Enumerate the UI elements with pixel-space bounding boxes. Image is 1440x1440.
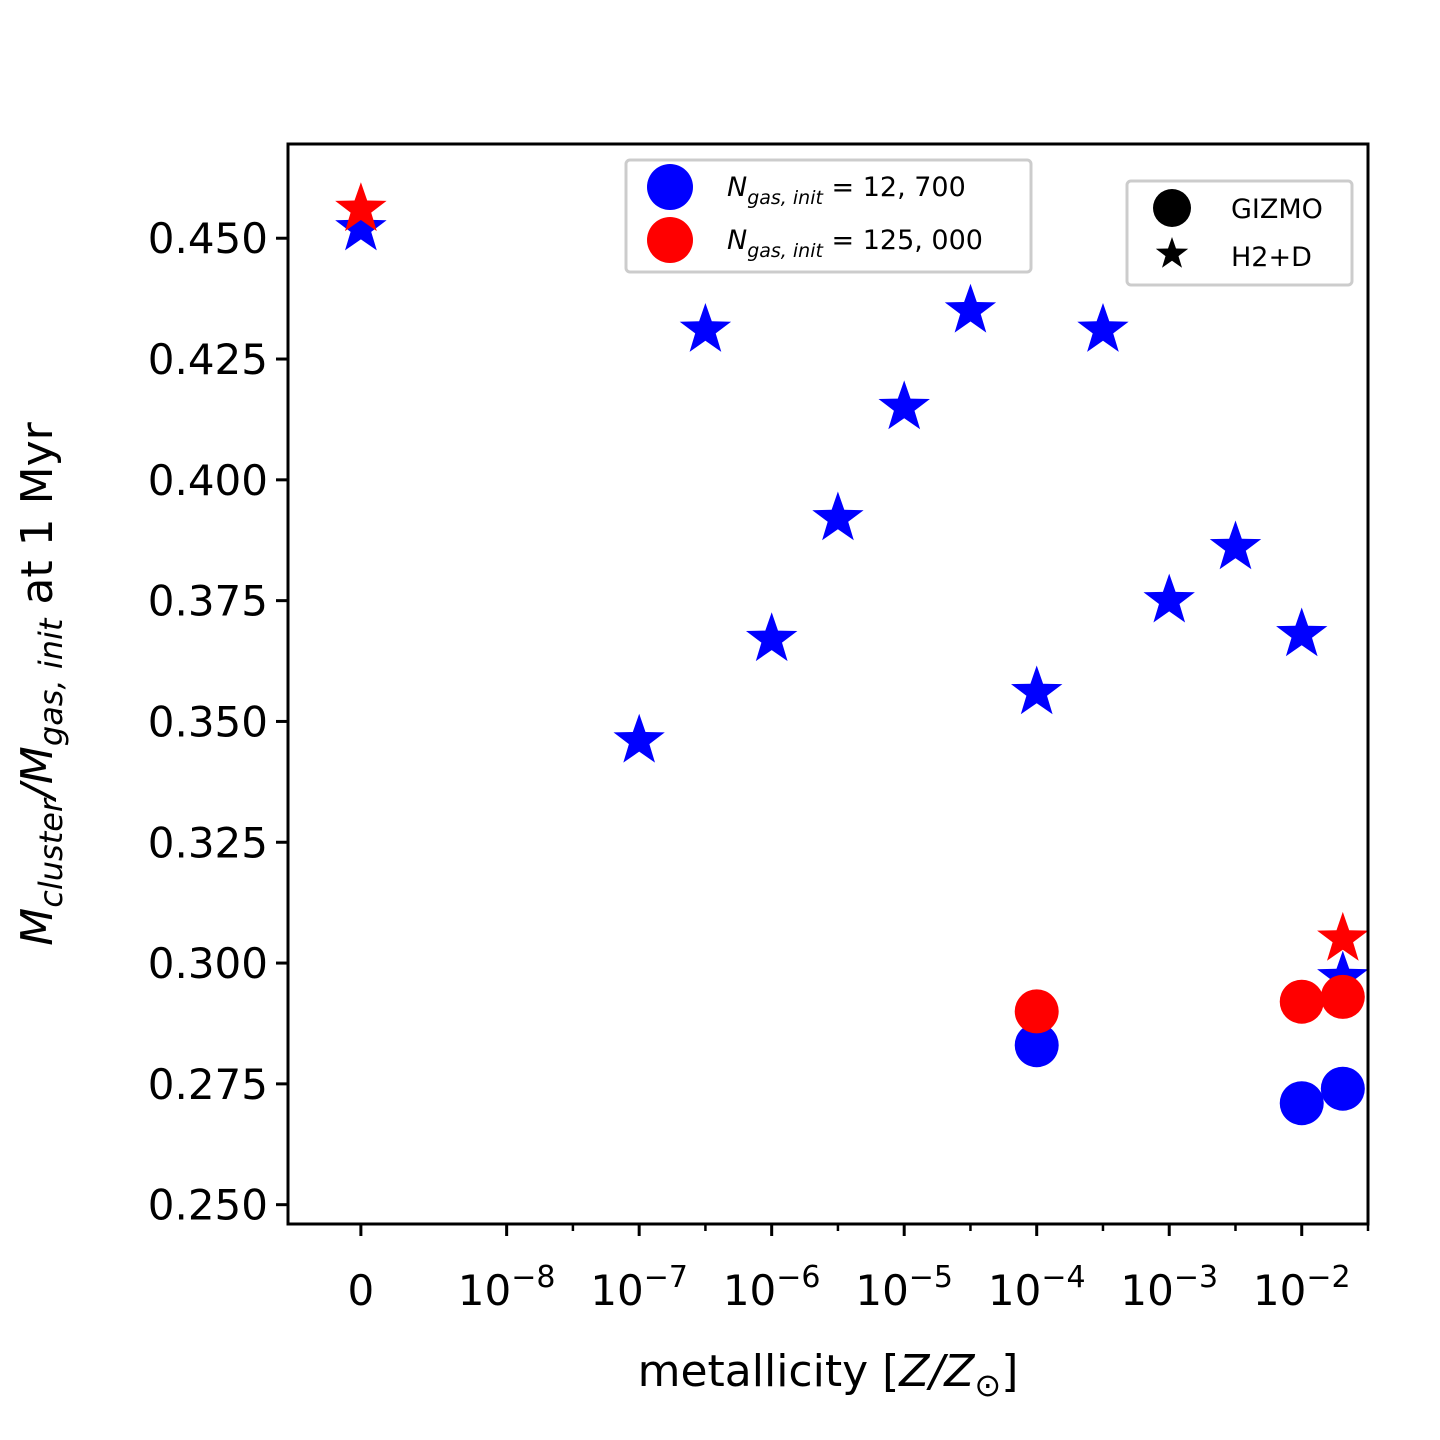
star-point-0-5 xyxy=(878,380,930,430)
x-tick-label-7: 10−2 xyxy=(1253,1260,1351,1315)
star-point-0-3 xyxy=(746,612,798,662)
y-axis: 0.250 0.275 0.300 0.325 0.350 0.375 0.400 0.425… xyxy=(148,214,288,1230)
star-point-0-9 xyxy=(1143,573,1195,623)
legend-label-gizmo: GIZMO xyxy=(1231,194,1323,225)
y-tick-label-7: 0.425 xyxy=(148,335,268,384)
x-tick-label-2: 10−7 xyxy=(590,1260,688,1315)
star-point-0-11 xyxy=(1276,607,1328,657)
y-tick-label-1: 0.275 xyxy=(148,1060,268,1109)
legend-marker-n125000 xyxy=(647,217,693,263)
star-point-0-4 xyxy=(812,491,864,541)
y-tick-label-8: 0.450 xyxy=(148,214,268,263)
y-axis-label: Mcluster/Mgas, init at 1 Myr xyxy=(12,421,70,945)
legend-marker-gizmo xyxy=(1153,189,1191,227)
y-tick-label-4: 0.350 xyxy=(148,697,268,746)
circle-point-3-2 xyxy=(1320,974,1365,1019)
x-tick-label-5: 10−4 xyxy=(988,1260,1086,1315)
circle-point-3-1 xyxy=(1279,979,1324,1024)
y-tick-label-0: 0.250 xyxy=(148,1181,268,1230)
circle-point-2-0 xyxy=(1014,1023,1059,1068)
x-axis-label: metallicity [Z/Z⊙] xyxy=(638,1346,1019,1404)
star-point-0-2 xyxy=(679,303,732,352)
circle-point-3-0 xyxy=(1014,989,1059,1034)
y-tick-label-5: 0.375 xyxy=(148,577,268,626)
plot-frame xyxy=(286,142,1370,1226)
y-tick-label-6: 0.400 xyxy=(148,456,268,505)
legend-label-h2d: H2+D xyxy=(1231,242,1312,273)
x-tick-label-1: 10−8 xyxy=(458,1260,556,1315)
star-point-0-1 xyxy=(613,713,665,763)
y-tick-label-3: 0.325 xyxy=(148,818,268,867)
legend-resolution: Ngas, init = 12, 700 Ngas, init = 125, 0… xyxy=(624,158,1033,274)
star-point-1-1 xyxy=(1317,911,1369,961)
x-axis: 0 10−8 10−7 10−6 10−5 10−4 10−3 10−2 xyxy=(348,1224,1370,1315)
x-tick-label-6: 10−3 xyxy=(1120,1260,1218,1315)
circle-point-2-1 xyxy=(1279,1081,1324,1126)
legend-marker-h2d xyxy=(1155,237,1189,268)
legend-label-n125000: Ngas, init = 125, 000 xyxy=(727,225,983,262)
star-point-0-6 xyxy=(944,283,997,333)
x-tick-label-4: 10−5 xyxy=(855,1260,953,1315)
legend-label-n12700: Ngas, init = 12, 700 xyxy=(727,172,966,209)
legend-marker-n12700 xyxy=(647,164,693,210)
star-point-1-0 xyxy=(335,182,387,232)
star-point-0-7 xyxy=(1011,665,1063,715)
circle-point-2-2 xyxy=(1320,1066,1365,1111)
y-tick-label-2: 0.300 xyxy=(148,939,268,988)
x-tick-label-0: 0 xyxy=(348,1266,375,1315)
star-point-0-0 xyxy=(335,201,387,251)
legend-resolution-frame xyxy=(624,158,1033,274)
x-tick-label-3: 10−6 xyxy=(723,1260,821,1315)
data-markers xyxy=(335,182,1369,1126)
star-point-0-10 xyxy=(1209,520,1262,570)
star-point-0-8 xyxy=(1077,303,1129,352)
legend-method: GIZMO H2+D xyxy=(1125,179,1354,287)
